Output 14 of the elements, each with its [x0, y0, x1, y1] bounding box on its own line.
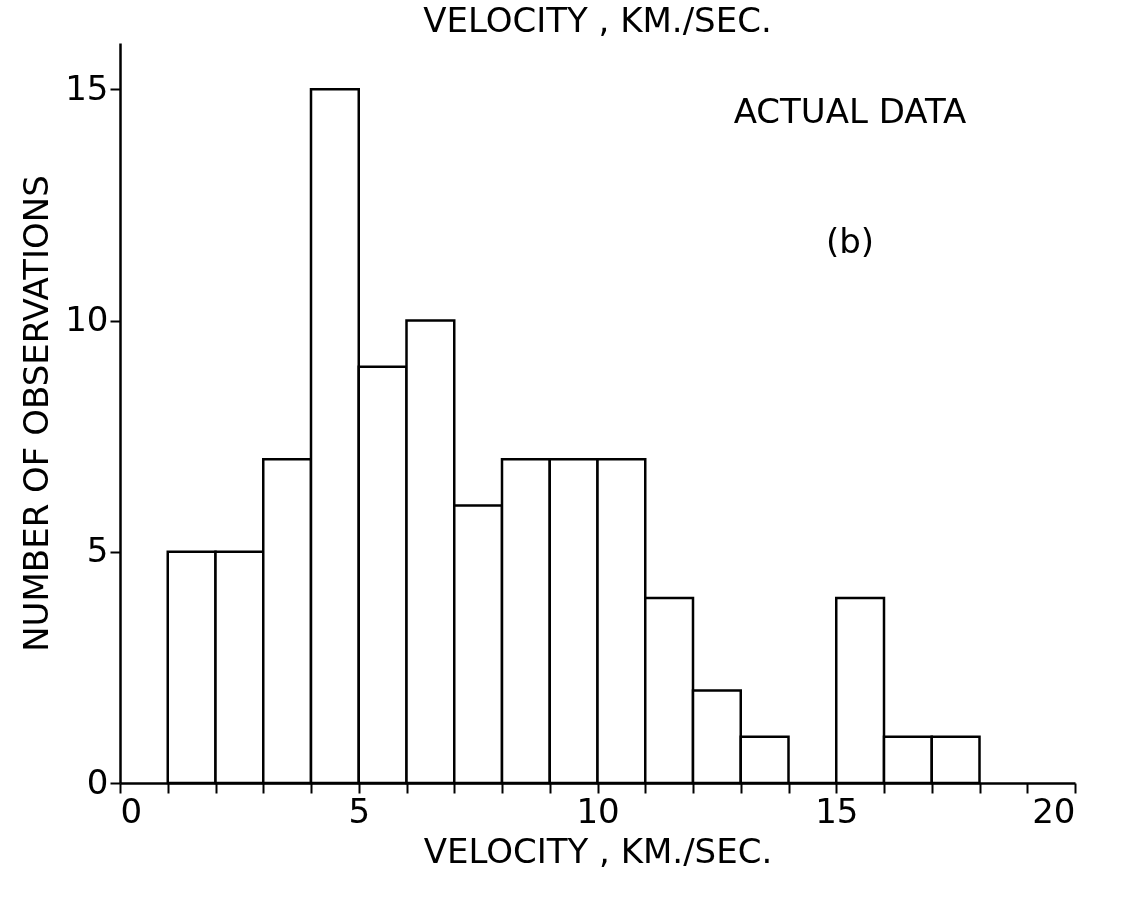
- x-axis-title: VELOCITY , KM./SEC.: [423, 830, 773, 871]
- x-tick-label: 15: [815, 790, 859, 831]
- x-tick-label: 0: [120, 790, 143, 831]
- y-tick-label: 0: [86, 761, 109, 802]
- y-tick-label: 5: [86, 530, 109, 571]
- x-tick-label: 10: [576, 790, 620, 831]
- x-tick-label: 20: [1032, 790, 1076, 831]
- y-axis-title: NUMBER OF OBSERVATIONS: [16, 175, 57, 652]
- y-tick-label: 15: [65, 67, 109, 108]
- annotation: ACTUAL DATA: [733, 91, 967, 131]
- chart-title: VELOCITY , KM./SEC.: [423, 0, 772, 40]
- x-tick-label: 5: [348, 790, 371, 831]
- annotation: (b): [825, 221, 875, 261]
- y-tick-label: 10: [65, 299, 109, 339]
